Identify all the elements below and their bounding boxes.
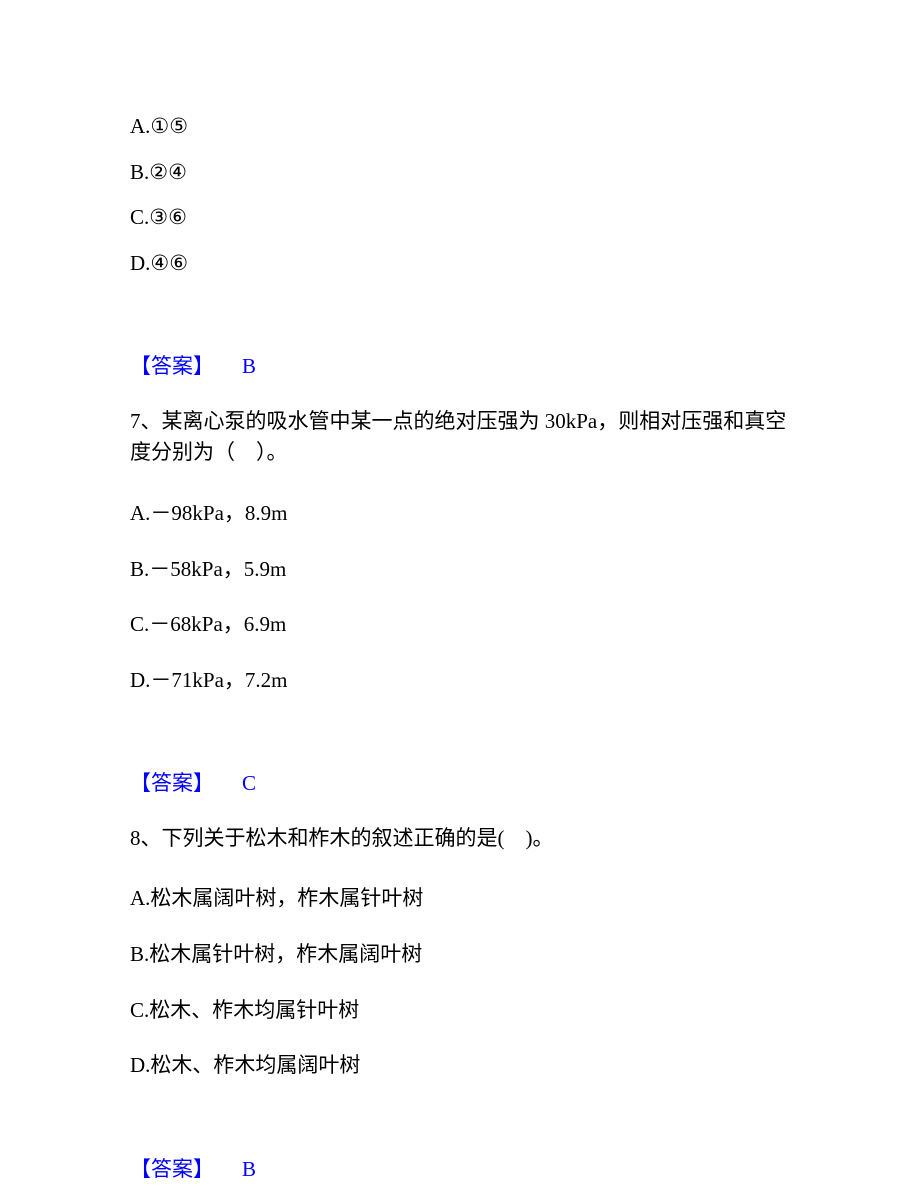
q6-option-d-content: ④⑥ xyxy=(150,251,188,275)
q7-option-d-label: D. xyxy=(130,668,150,692)
q8-option-a: A.松木属阔叶树，柞木属针叶树 xyxy=(130,882,790,916)
q7-question: 7、某离心泵的吸水管中某一点的绝对压强为 30kPa，则相对压强和真空度分别为（… xyxy=(130,406,790,469)
q6-option-b: B.②④ xyxy=(130,156,790,190)
q6-option-b-content: ②④ xyxy=(149,160,187,184)
q8-question: 8、下列关于松木和柞木的叙述正确的是( )。 xyxy=(130,823,790,855)
q7-option-a: A.－98kPa，8.9m xyxy=(130,497,790,531)
q7-answer-bracket: 【答案】 xyxy=(130,771,214,795)
q8-option-a-label: A. xyxy=(130,886,150,910)
q7-option-b-content: －58kPa，5.9m xyxy=(149,557,286,581)
q8-option-c-label: C. xyxy=(130,998,149,1022)
q7-option-a-content: －98kPa，8.9m xyxy=(150,501,287,525)
q6-option-c-label: C. xyxy=(130,205,149,229)
q8-text: 下列关于松木和柞木的叙述正确的是( )。 xyxy=(162,826,554,850)
q7-option-a-label: A. xyxy=(130,501,150,525)
q7-option-c-label: C. xyxy=(130,612,149,636)
q8-option-c: C.松木、柞木均属针叶树 xyxy=(130,994,790,1028)
q8-option-d-label: D. xyxy=(130,1053,150,1077)
q6-answer-bracket: 【答案】 xyxy=(130,354,214,378)
q7-option-d: D.－71kPa，7.2m xyxy=(130,664,790,698)
q8-option-b-content: 松木属针叶树，柞木属阔叶树 xyxy=(149,942,422,966)
q8-answer: 【答案】 B xyxy=(130,1153,790,1187)
q6-answer: 【答案】 B xyxy=(130,350,790,384)
q6-option-c-content: ③⑥ xyxy=(149,205,187,229)
q8-option-d: D.松木、柞木均属阔叶树 xyxy=(130,1049,790,1083)
q7-option-c-content: －68kPa，6.9m xyxy=(149,612,286,636)
q7-option-d-content: －71kPa，7.2m xyxy=(150,668,287,692)
q7-answer: 【答案】 C xyxy=(130,767,790,801)
q7-text: 某离心泵的吸水管中某一点的绝对压强为 30kPa，则相对压强和真空度分别为（ ）… xyxy=(130,409,786,465)
q6-answer-letter: B xyxy=(242,354,256,378)
q8-answer-letter: B xyxy=(242,1157,256,1181)
q6-option-a-content: ①⑤ xyxy=(150,114,188,138)
q8-number: 8、 xyxy=(130,826,162,850)
q6-option-c: C.③⑥ xyxy=(130,201,790,235)
q6-option-b-label: B. xyxy=(130,160,149,184)
q8-answer-bracket: 【答案】 xyxy=(130,1157,214,1181)
q8-option-c-content: 松木、柞木均属针叶树 xyxy=(149,998,359,1022)
q6-option-a-label: A. xyxy=(130,114,150,138)
q7-answer-letter: C xyxy=(242,771,256,795)
q8-option-d-content: 松木、柞木均属阔叶树 xyxy=(150,1053,360,1077)
q7-number: 7、 xyxy=(130,409,162,433)
q7-option-b: B.－58kPa，5.9m xyxy=(130,553,790,587)
q6-option-d: D.④⑥ xyxy=(130,247,790,281)
q7-option-c: C.－68kPa，6.9m xyxy=(130,608,790,642)
q6-option-a: A.①⑤ xyxy=(130,110,790,144)
q8-option-a-content: 松木属阔叶树，柞木属针叶树 xyxy=(150,886,423,910)
q6-option-d-label: D. xyxy=(130,251,150,275)
q8-option-b-label: B. xyxy=(130,942,149,966)
q7-option-b-label: B. xyxy=(130,557,149,581)
q8-option-b: B.松木属针叶树，柞木属阔叶树 xyxy=(130,938,790,972)
